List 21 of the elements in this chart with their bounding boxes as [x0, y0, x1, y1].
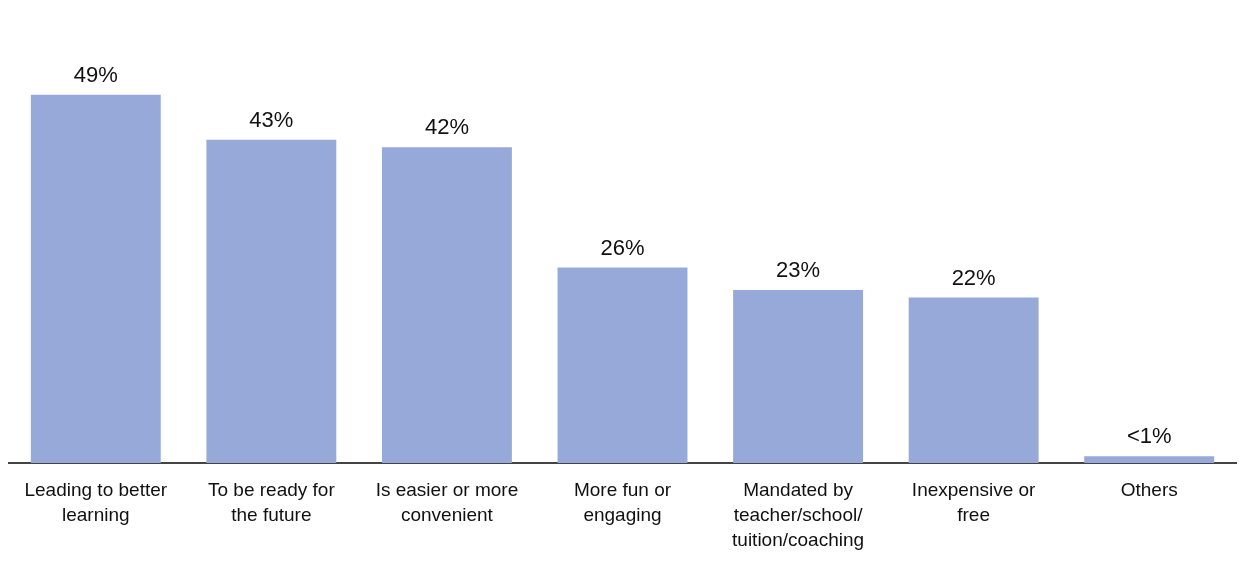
- bar: [1084, 456, 1215, 463]
- bar: [733, 290, 864, 463]
- data-label: <1%: [1126, 423, 1172, 449]
- x-tick-label: Mandated by teacher/school/ tuition/coaching: [732, 479, 865, 550]
- x-tick-label: Others: [1120, 479, 1178, 501]
- data-label: 23%: [776, 257, 821, 283]
- bar: [908, 297, 1039, 463]
- data-label: 42%: [424, 114, 469, 140]
- data-label: 26%: [600, 234, 645, 260]
- x-tick-label: To be ready for the future: [207, 479, 336, 526]
- x-tick-label: More fun or engaging: [573, 479, 672, 526]
- x-tick-label: Is easier or more convenient: [375, 479, 519, 526]
- bar: [206, 139, 337, 463]
- x-tick-label: Inexpensive or free: [911, 479, 1037, 526]
- data-label: 49%: [73, 61, 118, 87]
- bar: [381, 147, 512, 463]
- data-label: 22%: [951, 264, 996, 290]
- bar: [30, 94, 161, 463]
- bar: [557, 267, 688, 463]
- x-tick-label: Leading to better learning: [24, 479, 168, 526]
- data-label: 43%: [249, 106, 294, 132]
